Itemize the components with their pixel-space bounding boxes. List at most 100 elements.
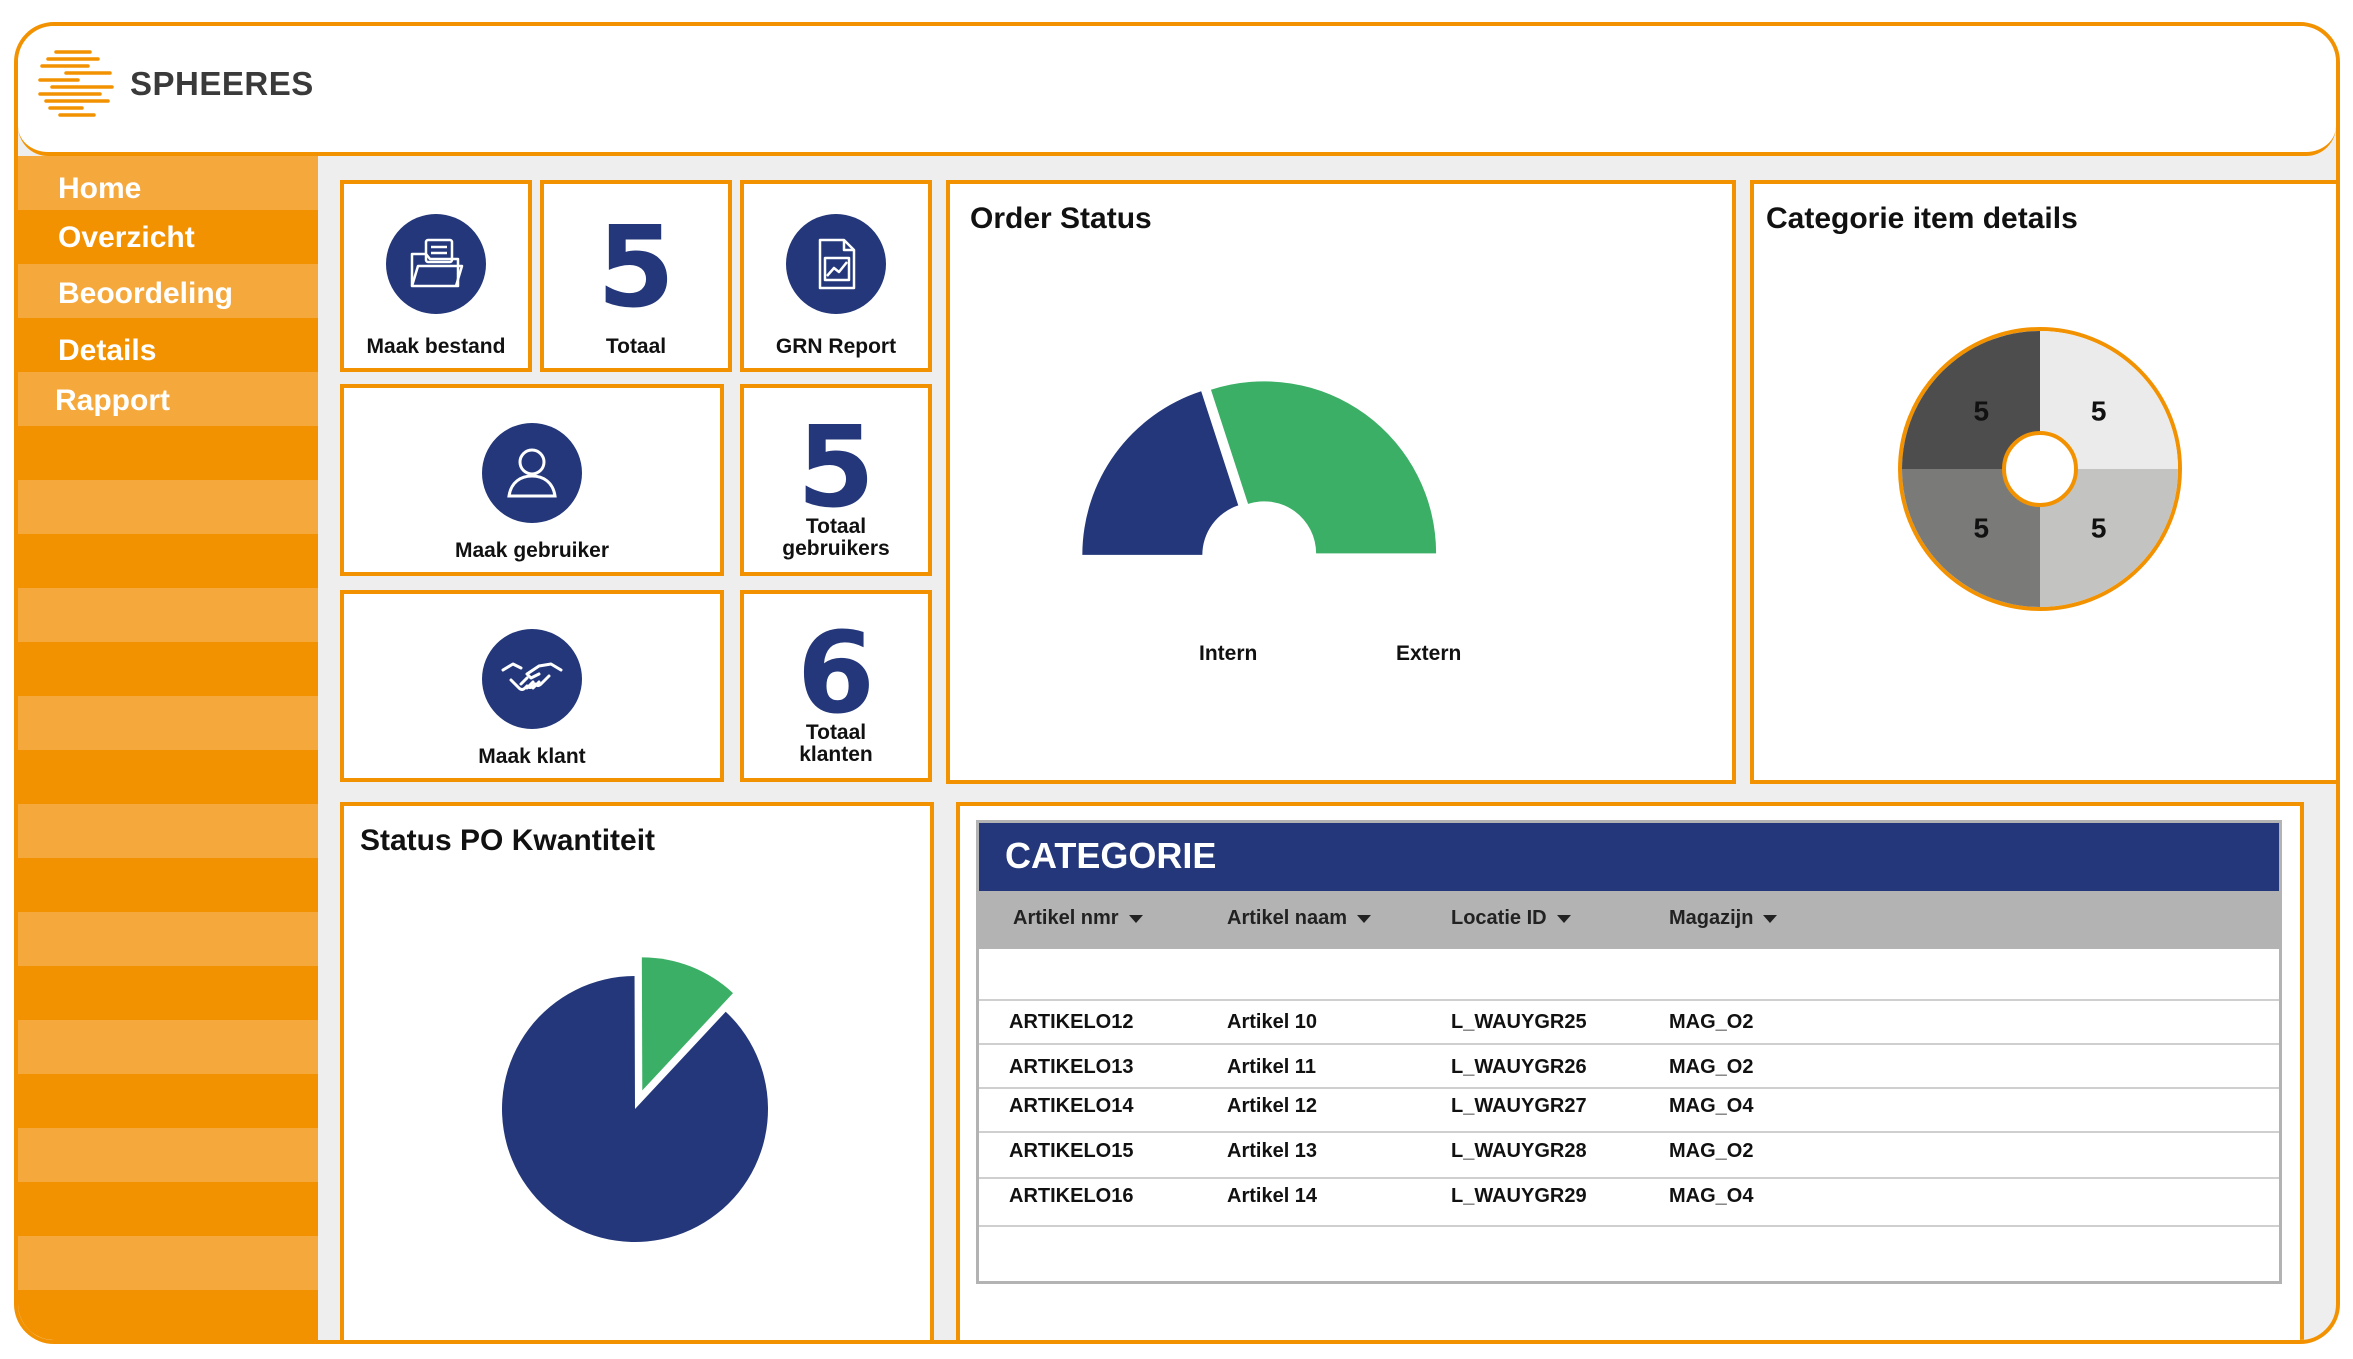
gauge-slice-intern [1082, 391, 1239, 555]
row-divider [979, 1177, 2279, 1179]
cell-artikel-naam: Artikel 10 [1227, 1011, 1318, 1033]
sidebar-stripe [18, 1182, 318, 1236]
column-locatie-id[interactable]: Locatie ID [1451, 907, 1571, 930]
categorie-table: CATEGORIE Artikel nmr Artikel naam Locat… [976, 820, 2282, 1284]
spheeres-logo-icon [38, 50, 114, 117]
sidebar-stripe [18, 264, 318, 318]
sidebar-stripe [18, 156, 318, 210]
sidebar-stripe [18, 750, 318, 804]
donut-slice-3 [1902, 469, 2040, 607]
maak-bestand-label: Maak bestand [366, 335, 506, 358]
cell-locatie-id: L_WAUYGR28 [1451, 1140, 1587, 1162]
sidebar-stripe [18, 966, 318, 1020]
sidebar-stripe [18, 372, 318, 426]
sidebar-stripe [18, 318, 318, 372]
totaal-klanten-label-2: klanten [799, 743, 873, 766]
report-icon [786, 214, 886, 314]
column-artikel-nmr-label: Artikel nmr [1013, 907, 1119, 929]
cell-artikel-naam: Artikel 11 [1227, 1056, 1316, 1078]
maak-gebruiker-label: Maak gebruiker [454, 539, 610, 562]
app-name: SPHEERES [130, 65, 314, 102]
donut-value-label: 5 [1974, 395, 1990, 426]
sidebar-item-beoordeling[interactable]: Beoordeling [58, 277, 234, 310]
status-po-panel: Status PO Kwantiteit [340, 802, 934, 1340]
column-locatie-id-label: Locatie ID [1451, 907, 1547, 929]
user-icon [482, 423, 582, 523]
cell-magazijn: MAG_O2 [1669, 1011, 1754, 1033]
totaal-tile: 5 Totaal [540, 180, 732, 372]
top-header: SPHEERES [18, 26, 2336, 156]
app-logo[interactable]: SPHEERES [38, 46, 314, 122]
totaal-gebruikers-tile: 5 Totaal gebruikers [740, 384, 932, 576]
handshake-icon [482, 629, 582, 729]
cell-artikel-naam: Artikel 12 [1227, 1095, 1318, 1117]
pie-slice-1 [502, 976, 768, 1242]
cell-artikel-nmr: ARTIKELO15 [1009, 1140, 1134, 1162]
categorie-table-panel: CATEGORIE Artikel nmr Artikel naam Locat… [956, 802, 2304, 1340]
cell-artikel-nmr: ARTIKELO16 [1009, 1185, 1134, 1207]
totaal-klanten-tile: 6 Totaal klanten [740, 590, 932, 782]
cell-artikel-naam: Artikel 14 [1227, 1185, 1318, 1207]
sidebar-stripe [18, 642, 318, 696]
order-status-panel: Order Status Intern Extern [946, 180, 1736, 784]
donut-slice-4 [1902, 331, 2040, 469]
categorie-title: CATEGORIE [1005, 835, 1217, 876]
cell-artikel-nmr: ARTIKELO12 [1009, 1011, 1134, 1033]
status-po-title: Status PO Kwantiteit [360, 824, 656, 857]
categorie-item-chart: 5 5 5 5 [1898, 327, 2182, 611]
app-frame: SPHEERES Home Overzicht Beoordeling Deta… [14, 22, 2340, 1344]
folder-icon [386, 214, 486, 314]
maak-gebruiker-tile[interactable]: Maak gebruiker [340, 384, 724, 576]
sidebar-stripe [18, 426, 318, 480]
cell-magazijn: MAG_O2 [1669, 1140, 1754, 1162]
row-divider [979, 1043, 2279, 1045]
caret-down-icon [1763, 914, 1778, 923]
donut-slice-2 [2040, 469, 2178, 607]
sidebar-item-details[interactable]: Details [58, 334, 157, 367]
status-po-chart [502, 957, 768, 1242]
grn-report-tile[interactable]: GRN Report [740, 180, 932, 372]
order-status-title: Order Status [970, 202, 1152, 235]
cell-magazijn: MAG_O4 [1669, 1185, 1754, 1207]
caret-down-icon [1556, 914, 1571, 923]
column-artikel-nmr[interactable]: Artikel nmr [1013, 907, 1143, 930]
cell-artikel-naam: Artikel 13 [1227, 1140, 1318, 1162]
gauge-slice-extern [1210, 381, 1437, 554]
sidebar-stripe [18, 1290, 318, 1340]
donut-slice-1 [2040, 331, 2178, 469]
caret-down-icon [1128, 914, 1143, 923]
order-status-chart [1082, 381, 1437, 555]
sidebar-stripe [18, 210, 318, 264]
maak-klant-label: Maak klant [478, 745, 586, 768]
sidebar-item-home[interactable]: Home [58, 172, 142, 205]
totaal-count: 5 [597, 203, 675, 333]
donut-value-label: 5 [2091, 513, 2107, 544]
totaal-gebruikers-count: 5 [797, 403, 875, 533]
maak-bestand-tile[interactable]: Maak bestand [340, 180, 532, 372]
maak-klant-tile[interactable]: Maak klant [340, 590, 724, 782]
sidebar: Home Overzicht Beoordeling Details Rappo… [18, 156, 318, 1340]
row-divider [979, 1225, 2279, 1227]
categorie-item-panel: Categorie item details 5 5 5 5 [1750, 180, 2336, 784]
sidebar-stripe [18, 1128, 318, 1182]
sidebar-stripe [18, 1236, 318, 1290]
cell-locatie-id: L_WAUYGR29 [1451, 1185, 1587, 1207]
legend-intern: Intern [1199, 642, 1258, 665]
sidebar-item-overzicht[interactable]: Overzicht [58, 221, 195, 254]
row-divider [979, 999, 2279, 1001]
totaal-klanten-label-1: Totaal [805, 721, 867, 744]
column-header-bar: Artikel nmr Artikel naam Locatie ID Maga… [979, 891, 2279, 949]
sidebar-item-rapport[interactable]: Rapport [55, 384, 170, 417]
totaal-label: Totaal [605, 335, 667, 358]
column-magazijn[interactable]: Magazijn [1669, 907, 1778, 930]
sidebar-stripe [18, 1020, 318, 1074]
categorie-item-title: Categorie item details [1766, 202, 2078, 235]
totaal-gebruikers-label-2: gebruikers [782, 537, 890, 560]
column-artikel-naam[interactable]: Artikel naam [1227, 907, 1372, 930]
sidebar-stripe [18, 858, 318, 912]
donut-value-label: 5 [2091, 395, 2107, 426]
totaal-gebruikers-label-1: Totaal [805, 515, 867, 538]
sidebar-stripe [18, 534, 318, 588]
sidebar-stripe [18, 480, 318, 534]
grn-report-label: GRN Report [775, 335, 897, 358]
